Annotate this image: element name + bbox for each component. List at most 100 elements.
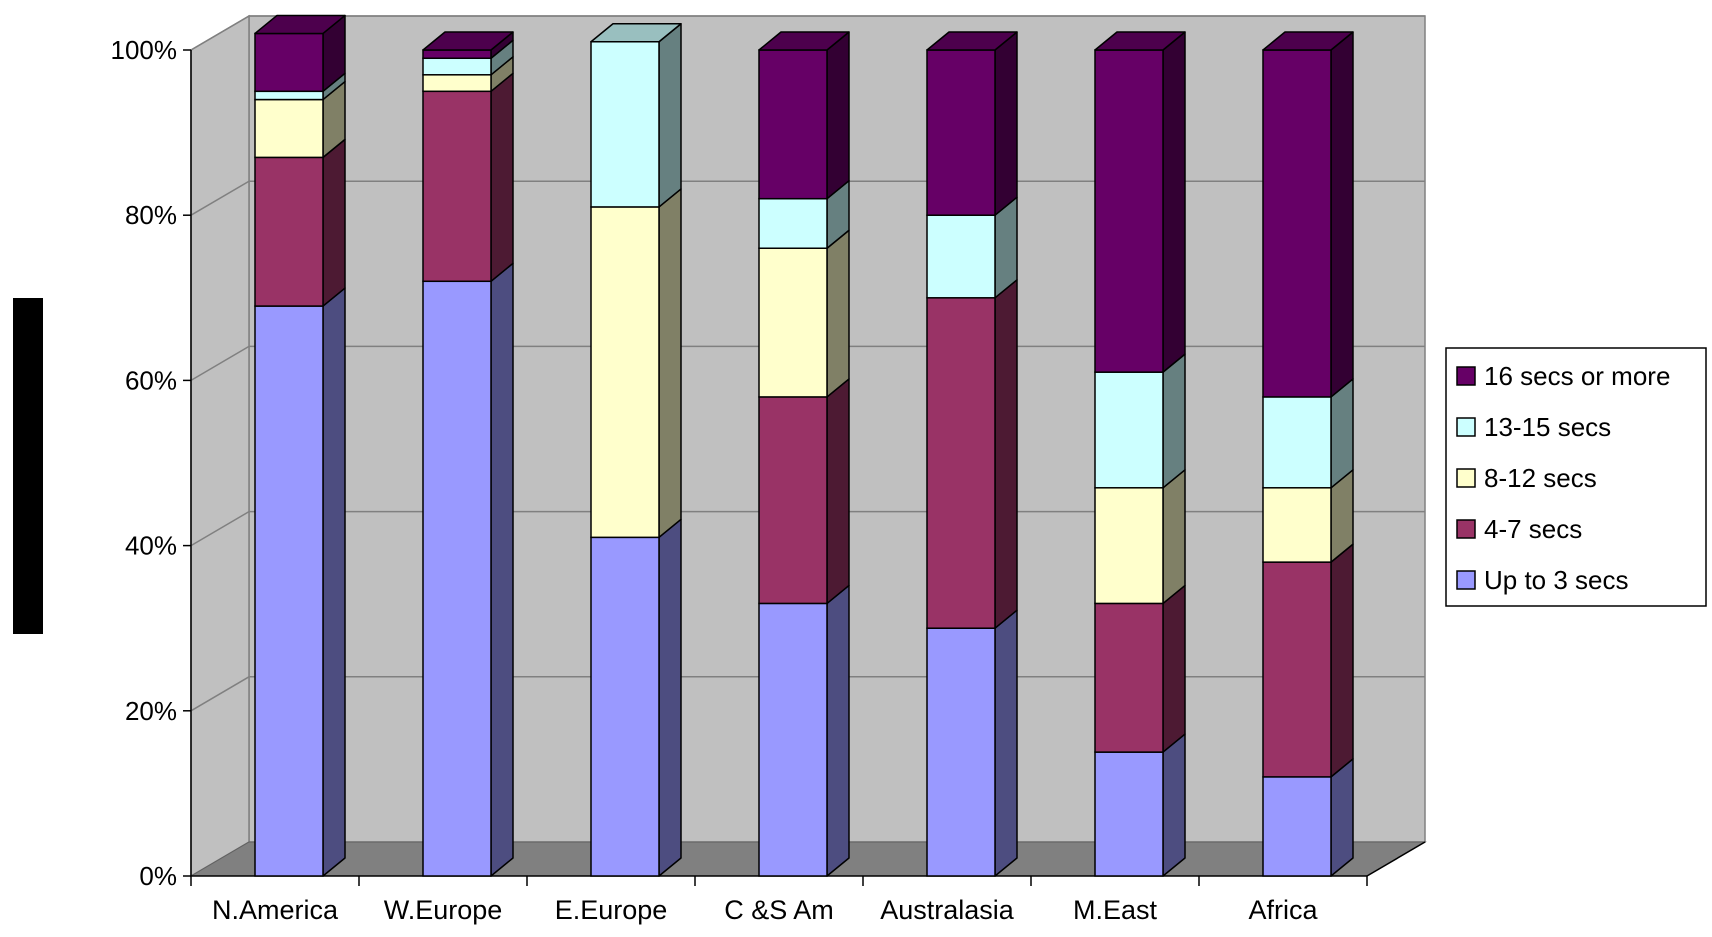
gridline bbox=[190, 510, 1425, 547]
bar-segment bbox=[1094, 751, 1164, 877]
bar-segment-side bbox=[490, 72, 514, 283]
bar-stack-1 bbox=[422, 31, 514, 877]
bar-segment-side bbox=[658, 518, 682, 877]
bar-segment-side bbox=[826, 229, 850, 398]
bar-segment-side bbox=[826, 584, 850, 877]
bar-segment bbox=[758, 396, 828, 605]
bar-segment-side bbox=[826, 378, 850, 605]
bar-segment bbox=[254, 90, 324, 101]
bar-segment bbox=[926, 214, 996, 299]
x-tick-label: M.East bbox=[1073, 895, 1158, 925]
legend-label: 8-12 secs bbox=[1484, 463, 1597, 493]
legend-swatch bbox=[1456, 519, 1476, 539]
bar-segment bbox=[590, 40, 660, 208]
gridline bbox=[190, 15, 1425, 51]
bar-segment bbox=[758, 197, 828, 249]
gridline bbox=[190, 180, 1425, 216]
bar-segment-side bbox=[490, 262, 514, 877]
bar-segment-side bbox=[658, 188, 682, 539]
bar-segment-side bbox=[1162, 469, 1186, 605]
bar-segment-side bbox=[1330, 543, 1354, 778]
bar-segment-side bbox=[826, 31, 850, 200]
x-tick-label: W.Europe bbox=[384, 895, 503, 925]
x-tick-label: Australasia bbox=[880, 895, 1015, 925]
bar-segment-side bbox=[1162, 584, 1186, 753]
legend-swatch bbox=[1456, 366, 1476, 386]
bar-segment-side bbox=[1330, 758, 1354, 877]
bar-segment bbox=[1262, 487, 1332, 563]
bar-segment bbox=[422, 280, 492, 877]
y-tick-label: 80% bbox=[125, 200, 177, 230]
bar-segment bbox=[422, 57, 492, 76]
x-tick-label: E.Europe bbox=[555, 895, 668, 925]
bar-segment bbox=[1094, 371, 1164, 489]
y-tick-label: 0% bbox=[139, 861, 177, 891]
bar-segment bbox=[590, 206, 660, 539]
x-axis-depth-line bbox=[1366, 841, 1426, 877]
bar-segment bbox=[254, 156, 324, 307]
bar-segment bbox=[758, 602, 828, 877]
bar-segment-side bbox=[322, 287, 346, 877]
bar-segment bbox=[1094, 602, 1164, 753]
bar-stack-4 bbox=[926, 31, 1018, 877]
legend-swatch bbox=[1456, 468, 1476, 488]
bar-segment bbox=[422, 74, 492, 93]
bar-stack-5 bbox=[1094, 31, 1186, 877]
y-tick-label: 100% bbox=[111, 35, 178, 65]
x-tick-label: C &S Am bbox=[724, 895, 834, 925]
bar-segment-top bbox=[926, 31, 1018, 51]
legend-box bbox=[1445, 347, 1707, 607]
bar-stack-2 bbox=[590, 22, 682, 877]
legend-label: 4-7 secs bbox=[1484, 514, 1582, 544]
bar-segment-side bbox=[658, 22, 682, 208]
bar-stack-3 bbox=[758, 31, 850, 877]
bar-segment bbox=[758, 49, 828, 200]
bar-segment-side bbox=[994, 279, 1018, 629]
bar-segment bbox=[758, 247, 828, 398]
bar-segment bbox=[422, 49, 492, 60]
bar-segment-side bbox=[1162, 353, 1186, 489]
bar-stack-0 bbox=[254, 14, 346, 877]
gridline bbox=[190, 676, 1425, 712]
bar-segment-side bbox=[994, 31, 1018, 216]
bar-segment bbox=[1262, 561, 1332, 778]
bar-segment bbox=[590, 536, 660, 877]
legend-swatch bbox=[1456, 570, 1476, 590]
bar-segment-side bbox=[1330, 31, 1354, 398]
bar-segment-side bbox=[322, 138, 346, 307]
y-tick-label: 20% bbox=[125, 696, 177, 726]
y-tick-label: 40% bbox=[125, 531, 177, 561]
bar-segment-top bbox=[1262, 31, 1354, 51]
bar-segment-top bbox=[254, 14, 346, 35]
bar-segment-top bbox=[1094, 31, 1186, 51]
bar-segment-side bbox=[1162, 733, 1186, 877]
bar-segment bbox=[1262, 49, 1332, 398]
bar-segment-top bbox=[758, 31, 850, 51]
left-black-bar bbox=[13, 298, 43, 634]
chart-side-wall bbox=[190, 14, 250, 878]
bar-segment-side bbox=[1162, 31, 1186, 373]
bar-segment bbox=[254, 32, 324, 93]
bar-segment-top bbox=[590, 22, 682, 43]
bar-stack-6 bbox=[1262, 31, 1354, 877]
gridline bbox=[190, 345, 1425, 382]
bar-segment bbox=[1094, 49, 1164, 373]
bar-segment bbox=[422, 90, 492, 283]
bar-segment bbox=[1262, 396, 1332, 489]
bar-segment bbox=[926, 297, 996, 629]
y-tick-label: 60% bbox=[125, 365, 177, 395]
bar-segment-side bbox=[1330, 378, 1354, 489]
bar-segment bbox=[926, 627, 996, 877]
bar-segment bbox=[254, 98, 324, 159]
x-tick-label: Africa bbox=[1248, 895, 1318, 925]
legend-swatch bbox=[1456, 417, 1476, 437]
x-tick-label: N.America bbox=[212, 895, 339, 925]
bar-segment-top bbox=[422, 31, 514, 51]
bar-segment bbox=[926, 49, 996, 216]
legend-label: Up to 3 secs bbox=[1484, 565, 1629, 595]
bar-segment-side bbox=[994, 609, 1018, 877]
bar-segment bbox=[1262, 776, 1332, 877]
legend-label: 13-15 secs bbox=[1484, 412, 1611, 442]
